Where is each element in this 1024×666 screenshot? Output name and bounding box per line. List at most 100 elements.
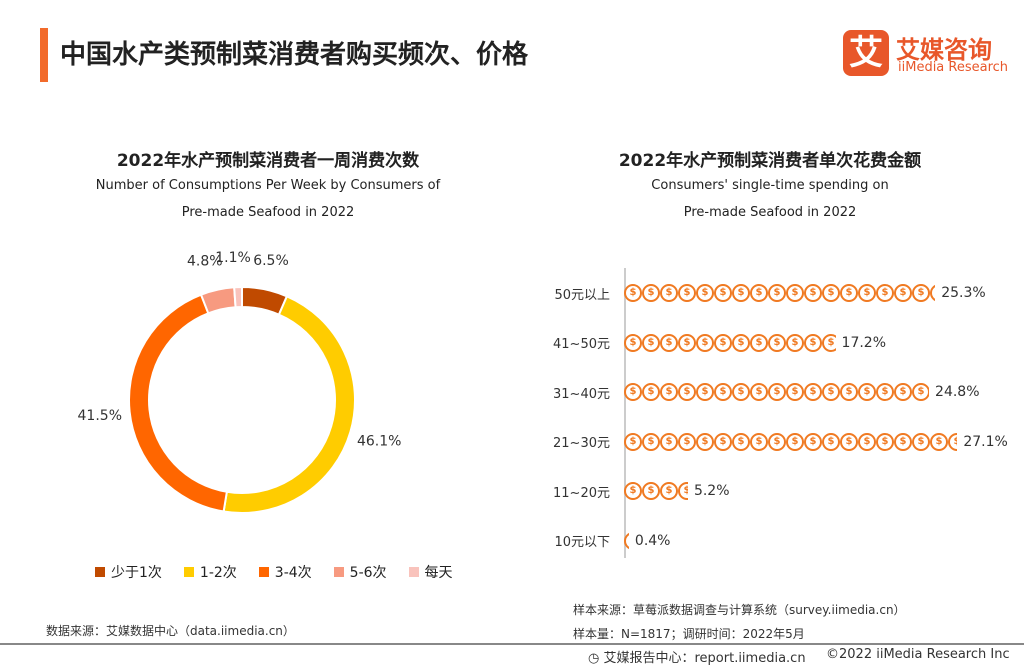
dollar-coin-icon: $	[660, 432, 678, 451]
bar-value-label: 17.2%	[841, 334, 887, 351]
dollar-coin-icon: $	[876, 383, 894, 401]
footer-divider	[0, 643, 1024, 645]
logo-text-cn: 艾媒咨询	[896, 36, 992, 64]
bar-value-label: 5.2%	[693, 483, 730, 499]
copyright: ©2022 iiMedia Research Inc	[826, 647, 1010, 662]
dollar-coin-icon: $	[624, 432, 642, 451]
bar-value-label: 25.3%	[941, 285, 986, 301]
dollar-coin-icon: $	[804, 284, 822, 302]
logo-text-en: iiMedia Research	[898, 60, 1009, 75]
bar-category-label: 21~30元	[553, 436, 610, 451]
legend-swatch	[258, 567, 269, 577]
legend-item: 3-4次	[258, 562, 312, 582]
dollar-coin-icon: $	[930, 432, 948, 451]
page-title: 中国水产类预制菜消费者购买频次、价格	[60, 40, 529, 70]
pie-subtitle-2: Pre-made Seafood in 2022	[181, 205, 355, 220]
title-accent-bar	[40, 28, 48, 82]
dollar-coin-icon: $	[714, 333, 732, 352]
dollar-coin-icon: $	[624, 333, 642, 352]
pie-subtitle-1: Number of Consumptions Per Week by Consu…	[95, 178, 441, 193]
dollar-coin-icon: $	[930, 284, 936, 302]
dollar-coin-icon: $	[678, 284, 696, 302]
sample-size: 样本量：N=1817；调研时间：2022年5月	[573, 627, 805, 641]
donut-label-1: 46.1%	[357, 433, 401, 449]
donut-label-3: 4.8%	[187, 253, 223, 269]
dollar-coin-icon: $	[660, 482, 678, 500]
dollar-coin-icon: $	[660, 333, 678, 352]
dollar-coin-icon: $	[912, 284, 930, 302]
legend-swatch	[408, 567, 419, 577]
bar-row: 31~40元 $ $ $ $ $ $ $ $ $ $ $ $ $ $ $ $ $24.8%	[540, 382, 980, 402]
report-link[interactable]: ◷ 艾媒报告中心：report.iimedia.cn	[588, 651, 806, 666]
sample-source: 样本来源：草莓派数据调查与计算系统（survey.iimedia.cn）	[573, 603, 906, 617]
dollar-coin-icon: $	[768, 333, 786, 352]
bar-coins: $ $ $ $ $ $ $ $ $ $ $ $ $ $ $ $ $ $ $	[624, 432, 958, 451]
legend-label: 每天	[424, 565, 453, 581]
dollar-coin-icon: $	[642, 383, 660, 401]
dollar-coin-icon: $	[750, 383, 768, 401]
dollar-coin-icon: $	[678, 333, 696, 352]
legend-item: 5-6次	[333, 562, 387, 582]
bar-coins: $ $ $ $ $ $ $ $ $ $ $ $	[624, 333, 836, 352]
dollar-coin-icon: $	[912, 383, 930, 401]
dollar-coin-icon: $	[750, 432, 768, 451]
bar-axis	[624, 268, 626, 558]
bar-coins: $	[624, 531, 629, 550]
dollar-coin-icon: $	[768, 432, 786, 451]
dollar-coin-icon: $	[696, 284, 714, 302]
donut-slice-4	[233, 285, 243, 309]
dollar-coin-icon: $	[678, 482, 688, 500]
dollar-coin-icon: $	[678, 383, 696, 401]
bar-subtitle-2: Pre-made Seafood in 2022	[683, 205, 857, 220]
report-text: 艾媒报告中心：report.iimedia.cn	[603, 651, 806, 666]
dollar-coin-icon: $	[786, 383, 804, 401]
dollar-coin-icon: $	[858, 383, 876, 401]
dollar-coin-icon: $	[822, 432, 840, 451]
dollar-coin-icon: $	[822, 383, 840, 401]
dollar-coin-icon: $	[732, 333, 750, 352]
dollar-coin-icon: $	[894, 284, 912, 302]
bar-row: 41~50元 $ $ $ $ $ $ $ $ $ $ $ $17.2%	[540, 333, 886, 353]
donut-slice-1	[222, 294, 356, 514]
dollar-coin-icon: $	[732, 383, 750, 401]
legend-item: 少于1次	[95, 562, 162, 582]
dollar-coin-icon: $	[624, 482, 642, 500]
donut-slice-3	[199, 286, 237, 315]
legend-label: 5-6次	[349, 565, 387, 581]
dollar-coin-icon: $	[696, 383, 714, 401]
dollar-coin-icon: $	[822, 333, 836, 352]
dollar-coin-icon: $	[876, 284, 894, 302]
legend-swatch	[95, 567, 105, 577]
legend-label: 1-2次	[199, 565, 237, 581]
dollar-coin-icon: $	[840, 284, 858, 302]
bar-coins: $ $ $ $ $ $ $ $ $ $ $ $ $ $ $ $ $	[624, 383, 930, 401]
dollar-coin-icon: $	[786, 333, 804, 352]
donut-label-0: 6.5%	[253, 253, 289, 269]
dollar-coin-icon: $	[714, 284, 732, 302]
dollar-coin-icon: $	[840, 383, 858, 401]
dollar-coin-icon: $	[894, 432, 912, 451]
legend-item: 1-2次	[183, 562, 237, 582]
dollar-coin-icon: $	[858, 432, 876, 451]
logo-mark: 艾	[843, 30, 889, 76]
legend-label: 3-4次	[274, 565, 312, 581]
donut-label-2: 41.5%	[78, 408, 122, 424]
bar-row: 11~20元 $ $ $ $5.2%	[540, 481, 730, 501]
legend-swatch	[333, 567, 344, 577]
dollar-coin-icon: $	[714, 432, 732, 451]
bar-category-label: 50元以上	[554, 287, 610, 303]
legend-item: 每天	[408, 562, 453, 582]
dollar-coin-icon: $	[840, 432, 858, 451]
bar-row: 10元以下 $0.4%	[540, 531, 670, 551]
dollar-coin-icon: $	[912, 432, 930, 451]
dollar-coin-icon: $	[804, 333, 822, 352]
dollar-coin-icon: $	[804, 432, 822, 451]
legend-swatch	[183, 567, 194, 577]
bar-category-label: 10元以下	[554, 535, 610, 550]
bar-category-label: 11~20元	[553, 485, 610, 501]
bar-row: 21~30元 $ $ $ $ $ $ $ $ $ $ $ $ $ $ $ $ $ $ $27.1%	[540, 432, 1008, 452]
dollar-coin-icon: $	[642, 284, 660, 302]
dollar-coin-icon: $	[624, 284, 642, 302]
data-source: 数据来源：艾媒数据中心（data.iimedia.cn）	[46, 624, 295, 638]
dollar-coin-icon: $	[768, 383, 786, 401]
